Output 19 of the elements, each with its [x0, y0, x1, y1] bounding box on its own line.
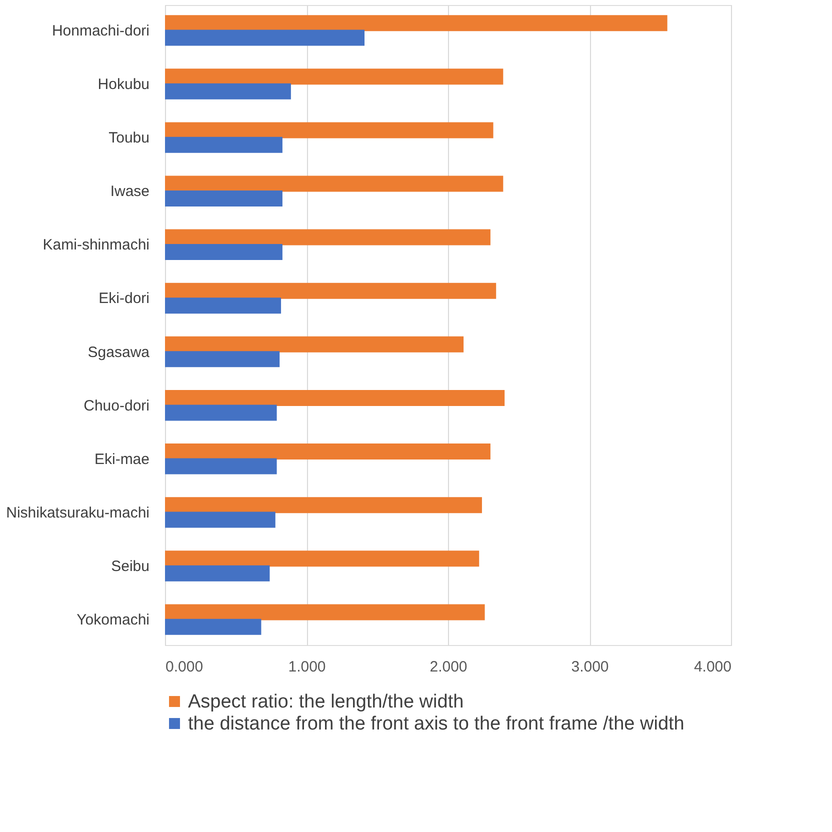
legend-label: the distance from the front axis to the front frame /the width — [188, 714, 684, 734]
y-tick-label: Nishikatsuraku-machi — [6, 504, 150, 522]
y-tick-label: Seibu — [111, 558, 150, 576]
x-tick-label: 3.000 — [571, 658, 609, 676]
y-tick-label: Chuo-dori — [84, 397, 150, 414]
x-tick-label: 4.000 — [694, 658, 732, 676]
y-tick-label: Yokomachi — [76, 612, 150, 629]
y-tick-label: Eki-dori — [98, 290, 150, 308]
x-tick-label: 2.000 — [430, 658, 468, 676]
y-tick-label: Honmachi-dori — [52, 22, 150, 40]
y-tick-label: Kami-shinmachi — [42, 236, 150, 254]
y-tick-label: Iwase — [110, 183, 150, 200]
y-tick-label: Sgasawa — [88, 344, 150, 361]
legend-label: Aspect ratio: the length/the width — [188, 692, 464, 712]
x-tick-label: 1.000 — [288, 658, 326, 676]
y-tick-label: Hokubu — [98, 76, 150, 93]
y-tick-label: Toubu — [108, 130, 150, 147]
x-tick-label: 0.000 — [166, 658, 204, 676]
y-tick-label: Eki-mae — [94, 450, 150, 468]
